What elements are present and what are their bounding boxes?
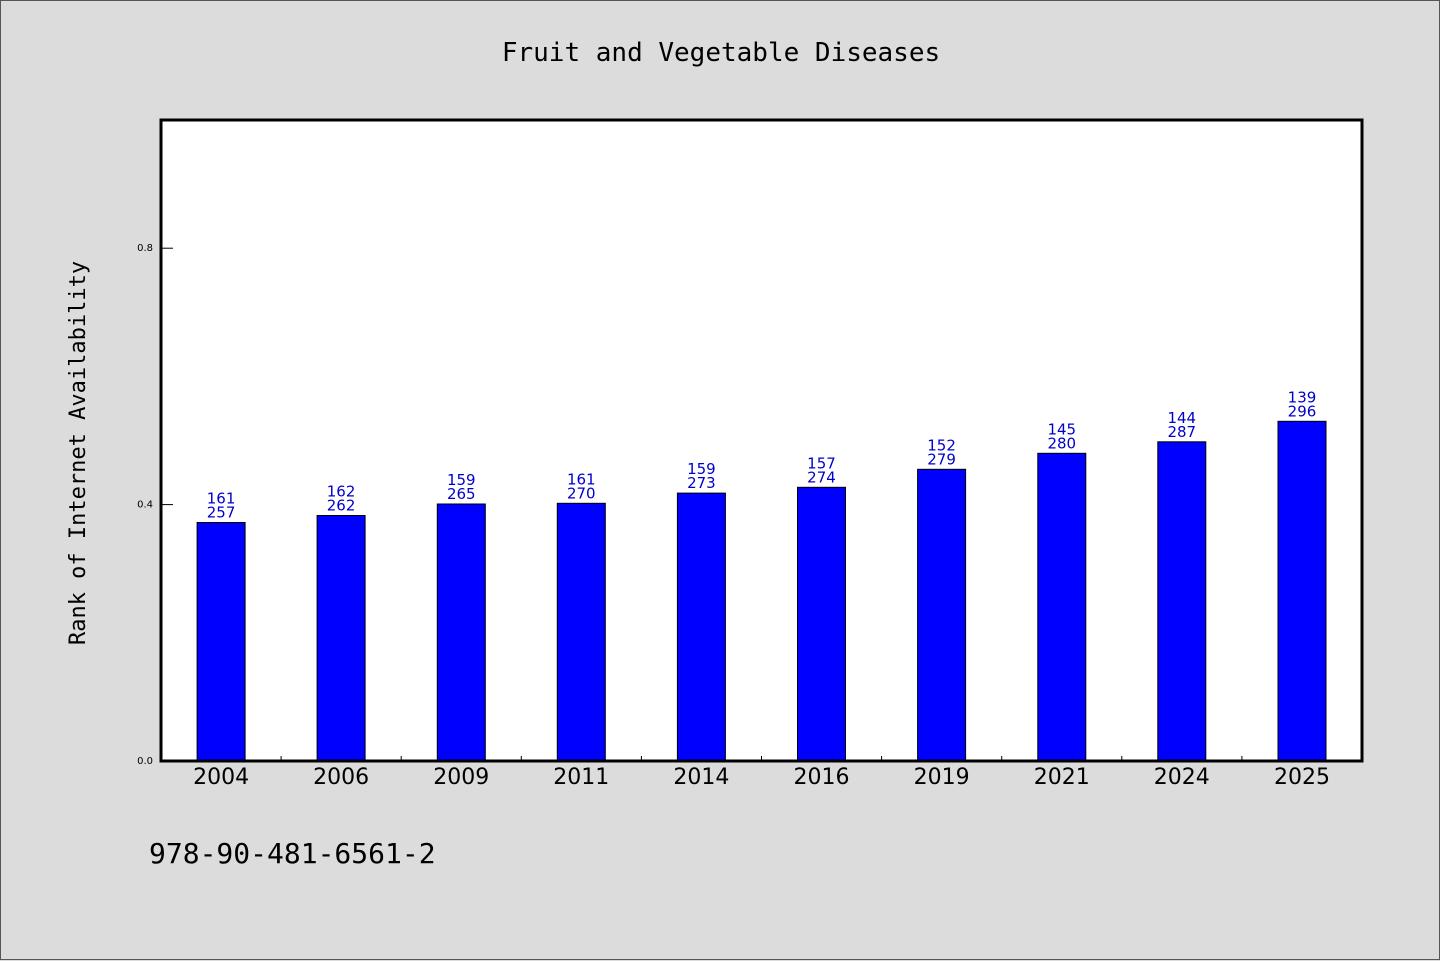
bar <box>676 492 726 762</box>
data-label-bottom: 265 <box>447 485 476 503</box>
data-label-bottom: 296 <box>1288 402 1317 420</box>
data-label-top: 152 <box>927 436 956 454</box>
x-tick-label: 2014 <box>673 765 729 790</box>
data-label-bottom: 280 <box>1047 434 1076 452</box>
data-label-top: 159 <box>687 460 716 478</box>
bars-layer <box>196 420 1327 762</box>
x-tick-label: 2024 <box>1154 765 1210 790</box>
x-tick-label: 2009 <box>433 765 489 790</box>
x-axis: 2004 2006 2009 2011 2014 2016 2019 2021 2024 2025 <box>193 756 1330 790</box>
plot-border <box>159 118 1364 763</box>
x-tick-label: 2004 <box>193 765 249 790</box>
data-label-bottom: 270 <box>567 484 596 502</box>
data-labels-layer: 1612571622621592651612701592731572741522… <box>207 388 1317 521</box>
bar <box>316 515 366 762</box>
bar <box>797 486 846 762</box>
bar <box>196 522 246 762</box>
x-tick-label: 2011 <box>553 765 609 790</box>
bar <box>556 502 606 762</box>
bar <box>1277 420 1327 762</box>
data-label-bottom: 274 <box>807 468 836 486</box>
x-tick-label: 2019 <box>914 765 970 790</box>
data-label-bottom: 287 <box>1167 423 1196 441</box>
data-label-bottom: 273 <box>687 474 716 492</box>
data-label-top: 144 <box>1167 409 1196 427</box>
data-label-bottom: 279 <box>927 450 956 468</box>
data-label-top: 139 <box>1288 388 1317 406</box>
y-tick-label: 0.8 <box>137 243 153 254</box>
data-label-top: 145 <box>1047 420 1076 438</box>
x-tick-label: 2021 <box>1034 765 1090 790</box>
data-label-top: 161 <box>207 490 236 508</box>
bar <box>436 503 486 762</box>
x-tick-label: 2016 <box>794 765 850 790</box>
y-axis-label: Rank of Internet Availability <box>66 261 91 645</box>
chart-title: Fruit and Vegetable Diseases <box>502 38 940 68</box>
data-label-top: 159 <box>447 471 476 489</box>
bar <box>1157 441 1207 762</box>
y-tick-label: 0.0 <box>137 756 153 767</box>
data-label-top: 161 <box>567 470 596 488</box>
y-tick-label: 0.4 <box>137 500 153 511</box>
x-tick-label: 2006 <box>313 765 369 790</box>
bar <box>1037 452 1087 762</box>
data-label-bottom: 257 <box>207 504 236 522</box>
x-tick-label: 2025 <box>1274 765 1330 790</box>
data-label-bottom: 262 <box>327 497 356 515</box>
data-label-top: 162 <box>327 483 356 501</box>
data-label-top: 157 <box>807 454 836 472</box>
bar <box>917 468 967 762</box>
footer-isbn-text: 978-90-481-6561-2 <box>149 837 436 870</box>
